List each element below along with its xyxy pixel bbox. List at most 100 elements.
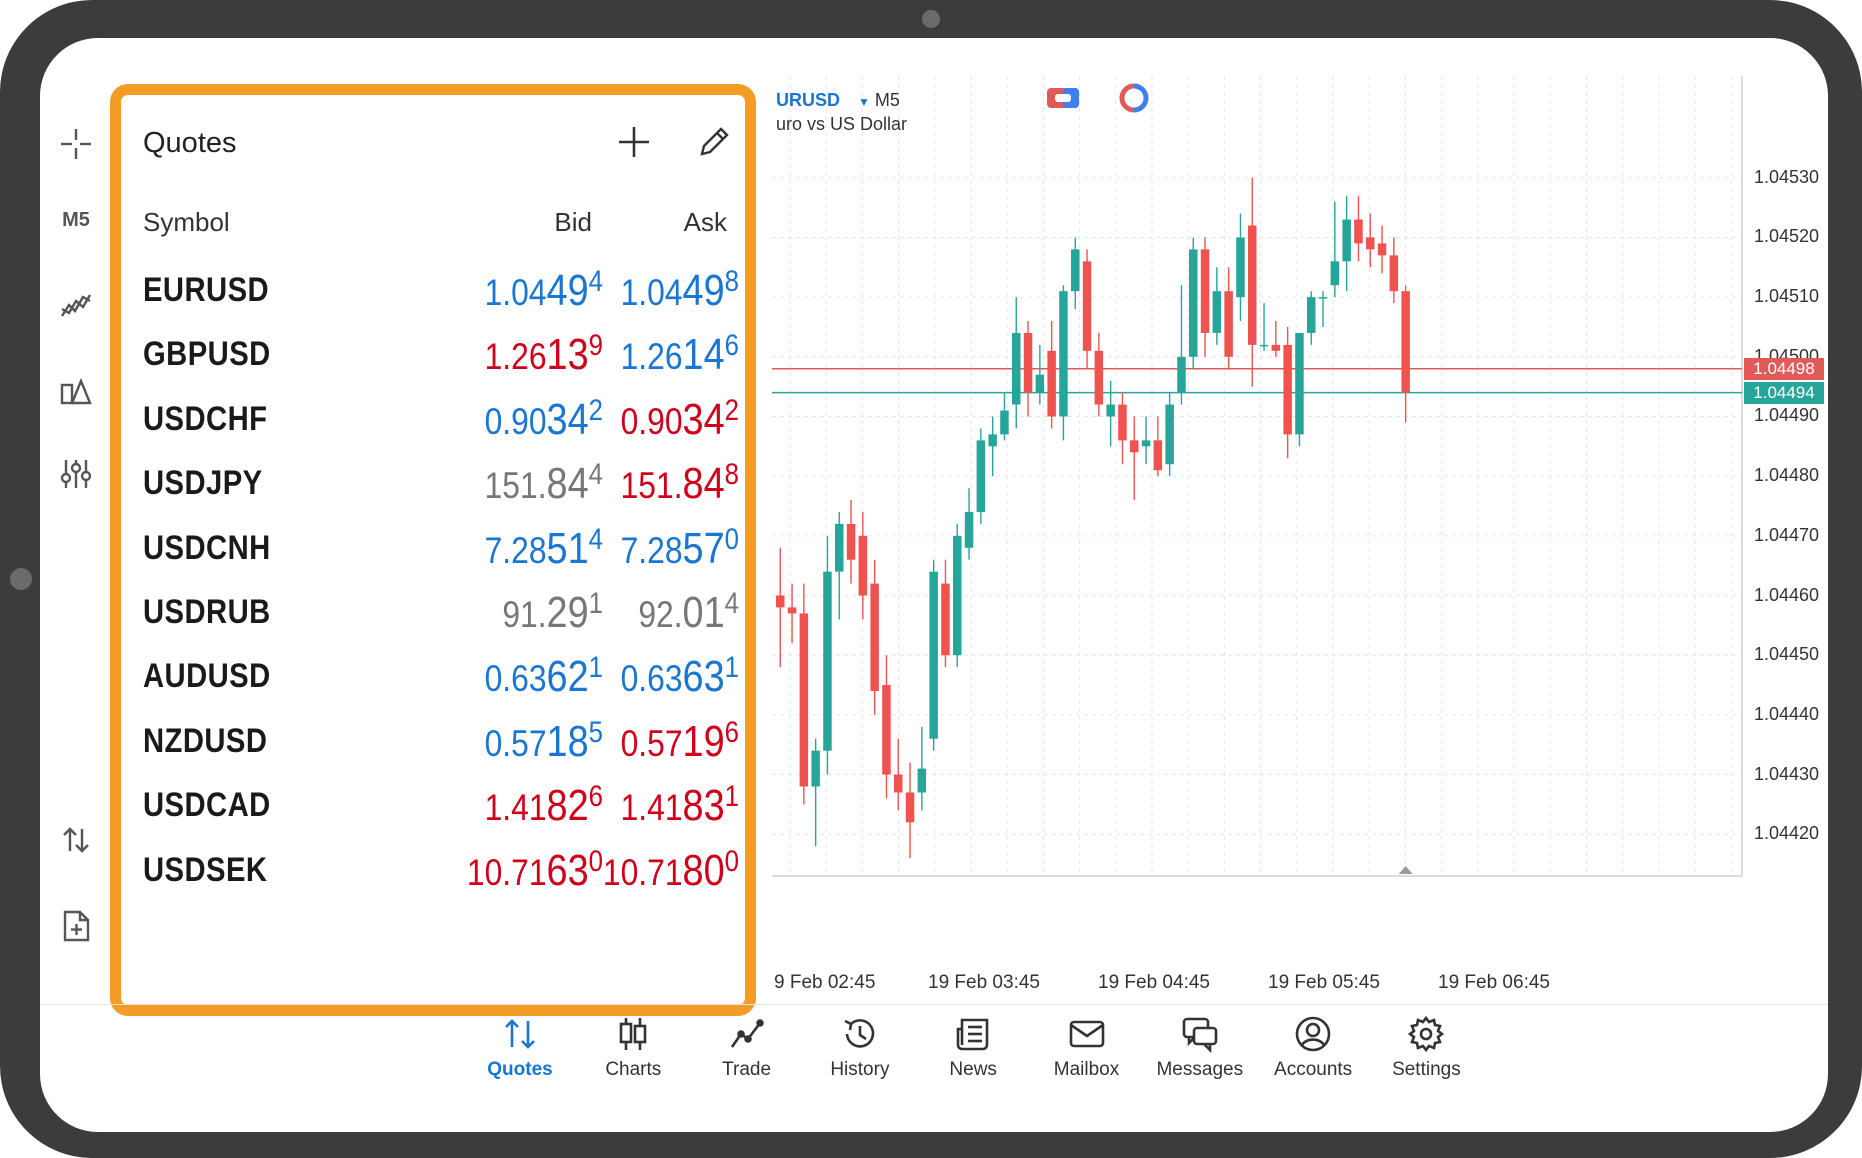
candle-body xyxy=(1059,291,1068,417)
price-big-digits: 19 xyxy=(682,716,725,766)
price-pip-digit: 8 xyxy=(724,265,739,298)
plus-icon xyxy=(619,127,649,157)
price-pip-digit: 6 xyxy=(588,780,603,814)
chart-symbol[interactable]: URUSD xyxy=(776,90,841,110)
candle-body xyxy=(1141,440,1151,447)
candle-body xyxy=(1401,291,1410,393)
accounts-icon xyxy=(1295,1016,1331,1052)
trade-panel-icon[interactable] xyxy=(1046,86,1080,110)
candle-body xyxy=(1000,410,1009,435)
price-axis-label: 1.04480 xyxy=(1754,465,1820,486)
candle-body xyxy=(1071,249,1080,292)
quote-row-usdchf[interactable]: USDCHF 0.90342 0.90342 xyxy=(121,384,745,460)
price-pip-digit: 4 xyxy=(724,587,739,620)
nav-label: Charts xyxy=(605,1059,662,1080)
price-prefix: 1.41 xyxy=(484,787,547,829)
objects-icon[interactable] xyxy=(54,368,98,412)
ask-price-tag: 1.04498 xyxy=(1744,357,1824,380)
quote-ask-price: 1.04498 xyxy=(567,265,739,316)
quote-row-usdsek[interactable]: USDSEK 10.71630 10.71800 xyxy=(121,835,745,911)
quote-bid-price: 1.04494 xyxy=(431,265,603,316)
price-pip-digit: 9 xyxy=(588,329,603,363)
one-click-trade-arrows-icon[interactable] xyxy=(54,818,98,862)
nav-accounts[interactable]: Accounts xyxy=(1258,1015,1368,1081)
candle-body xyxy=(1035,374,1045,393)
price-axis-label: 1.04470 xyxy=(1754,524,1820,545)
quote-row-nzdusd[interactable]: NZDUSD 0.57185 0.57196 xyxy=(121,706,745,782)
quotes-panel: Quotes Symbol Bid Ask EURUSD 1.04494 1.044… xyxy=(110,84,756,1016)
nav-trade[interactable]: Trade xyxy=(692,1015,802,1081)
nav-charts[interactable]: Charts xyxy=(578,1015,688,1081)
quote-symbol: EURUSD xyxy=(143,271,270,309)
nav-mailbox[interactable]: Mailbox xyxy=(1032,1015,1142,1081)
price-big-digits: 80 xyxy=(682,845,725,895)
quotes-title: Quotes xyxy=(143,127,237,159)
price-big-digits: 14 xyxy=(682,330,725,380)
quote-symbol: USDCNH xyxy=(143,528,271,567)
indicators-icon[interactable] xyxy=(54,284,98,328)
quote-row-usdrub[interactable]: USDRUB 91.291 92.014 xyxy=(121,577,745,653)
edit-symbols-button[interactable] xyxy=(691,119,737,165)
quote-row-usdjpy[interactable]: USDJPY 151.844 151.848 xyxy=(121,448,745,524)
candle-body xyxy=(776,595,785,608)
quote-row-gbpusd[interactable]: GBPUSD 1.26139 1.26146 xyxy=(121,319,745,395)
tablet-camera xyxy=(922,10,940,28)
price-pip-digit: 6 xyxy=(724,329,739,363)
history-clock-icon xyxy=(844,1019,875,1048)
quote-row-usdcnh[interactable]: USDCNH 7.28514 7.28570 xyxy=(121,513,745,589)
price-prefix: 7.28 xyxy=(484,529,547,571)
price-prefix: 10.71 xyxy=(602,851,683,893)
price-pip-digit: 2 xyxy=(588,393,603,427)
candle-body xyxy=(1366,237,1375,250)
price-big-digits: 62 xyxy=(546,652,589,702)
nav-settings[interactable]: Settings xyxy=(1371,1015,1481,1081)
bid-price-tag: 1.04494 xyxy=(1744,381,1824,404)
quote-ask-price: 0.63631 xyxy=(567,651,739,702)
nav-label: Mailbox xyxy=(1053,1059,1120,1080)
candle-body xyxy=(1259,344,1269,347)
price-prefix: 0.57 xyxy=(620,722,683,764)
price-axis-label: 1.04440 xyxy=(1754,703,1820,724)
chart-settings-sliders-icon[interactable] xyxy=(54,452,98,496)
candle-body xyxy=(1023,332,1033,393)
quote-bid-price: 1.26139 xyxy=(431,329,603,380)
quote-symbol: USDSEK xyxy=(143,850,268,889)
price-prefix: 1.26 xyxy=(484,336,547,378)
candle-body xyxy=(964,511,974,548)
app-screen: M5 Quotes Symbol Bid Ask EURUSD 1.04494 1.… xyxy=(40,38,1828,1132)
price-pip-digit: 2 xyxy=(724,393,739,427)
quote-row-audusd[interactable]: AUDUSD 0.63621 0.63631 xyxy=(121,641,745,717)
candle-body xyxy=(882,685,891,775)
quote-symbol: AUDUSD xyxy=(143,657,271,696)
candle-body xyxy=(1236,237,1245,298)
price-prefix: 0.57 xyxy=(484,722,547,764)
candle-body xyxy=(905,792,915,823)
candle-body xyxy=(1130,440,1139,453)
quote-row-usdcad[interactable]: USDCAD 1.41826 1.41831 xyxy=(121,770,745,846)
crosshair-icon[interactable] xyxy=(54,122,98,166)
quote-row-eurusd[interactable]: EURUSD 1.04494 1.04498 xyxy=(121,255,745,331)
candle-body xyxy=(1118,404,1127,441)
price-pip-digit: 4 xyxy=(588,522,603,556)
quote-symbol: NZDUSD xyxy=(143,721,268,760)
signal-ring-icon[interactable] xyxy=(1118,82,1150,114)
nav-label: Settings xyxy=(1392,1059,1461,1080)
price-big-digits: 49 xyxy=(546,266,589,315)
price-big-digits: 49 xyxy=(682,266,725,315)
nav-history[interactable]: History xyxy=(805,1015,915,1081)
add-symbol-button[interactable] xyxy=(611,119,657,165)
price-pip-digit: 4 xyxy=(588,458,603,492)
quote-bid-price: 0.90342 xyxy=(431,394,603,445)
nav-news[interactable]: News xyxy=(918,1015,1028,1081)
price-axis-label: 1.04530 xyxy=(1754,166,1820,187)
settings-gear-icon xyxy=(1408,1015,1445,1053)
quote-ask-price: 1.41831 xyxy=(567,780,739,831)
new-order-document-icon[interactable] xyxy=(54,904,98,948)
price-big-digits: 29 xyxy=(546,588,589,637)
nav-messages[interactable]: Messages xyxy=(1145,1015,1255,1081)
price-prefix: 0.63 xyxy=(620,658,683,700)
timeframe-button[interactable]: M5 xyxy=(54,198,98,242)
nav-quotes[interactable]: Quotes xyxy=(465,1015,575,1081)
price-chart[interactable] xyxy=(772,76,1796,946)
price-pip-digit: 0 xyxy=(724,844,739,878)
